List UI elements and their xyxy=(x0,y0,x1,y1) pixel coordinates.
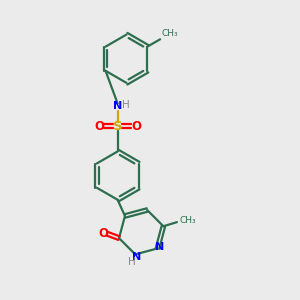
Text: H: H xyxy=(122,100,130,110)
Text: N: N xyxy=(155,242,164,252)
Text: O: O xyxy=(94,120,104,133)
Text: N: N xyxy=(132,252,141,262)
Text: S: S xyxy=(113,120,122,133)
Text: CH₃: CH₃ xyxy=(161,29,178,38)
Text: O: O xyxy=(131,120,141,133)
Text: CH₃: CH₃ xyxy=(180,217,196,226)
Text: N: N xyxy=(113,101,122,111)
Text: O: O xyxy=(99,226,109,240)
Text: H: H xyxy=(128,257,136,267)
